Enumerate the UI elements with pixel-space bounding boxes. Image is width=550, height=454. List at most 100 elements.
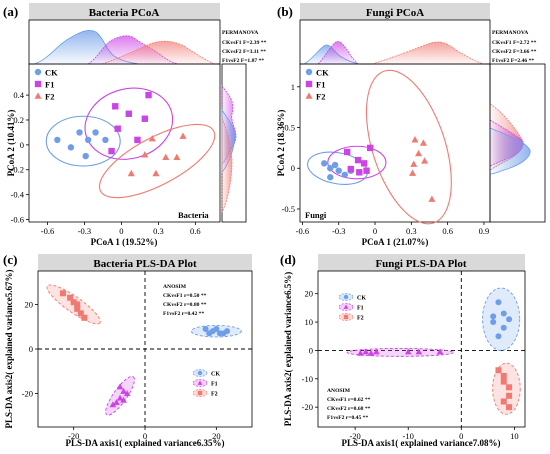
chart-title: Bacteria PCoA [89, 7, 160, 19]
point-f2 [506, 404, 513, 411]
point-ck [206, 330, 213, 337]
point-ck [500, 310, 507, 317]
point-f2 [148, 134, 156, 142]
stats-line: F1vsF2 F=1.87 ** [222, 58, 264, 64]
y-tick-label: -0.4 [11, 190, 25, 200]
legend-label: CK [211, 372, 220, 378]
point-ck [495, 333, 502, 340]
x-axis-title: PLS-DA axis1( explained variance6.35%) [66, 438, 225, 448]
point-f1 [354, 156, 362, 164]
point-f1 [120, 387, 127, 394]
legend-label: CK [316, 68, 329, 78]
stats-line: CKvsF2 F=3.66 ** [492, 49, 537, 55]
stats-box: PERMANOVA CKvsF1 F=2.72 ** CKvsF2 F=3.66… [492, 30, 537, 64]
panel-label: (a) [3, 4, 18, 19]
x-tick-label: 0 [373, 226, 377, 236]
chart-title: Fungi PCoA [366, 7, 424, 19]
ellipse-f1 [346, 347, 454, 357]
point-ck [102, 136, 109, 144]
stats-line: CKvsF1 r=0.62 ** [327, 397, 371, 403]
legend-marker-f2 [34, 92, 42, 99]
point-ck [495, 299, 502, 306]
y-tick-label: -0.6 [11, 215, 24, 225]
x-tick-label: 0.9 [479, 226, 490, 236]
point-f2 [428, 195, 436, 202]
y-tick-label: 20 [305, 289, 314, 299]
point-ck [506, 316, 513, 323]
legend-marker-f1 [34, 80, 42, 88]
stats-box: PERMANOVA CKvsF1 F=2.39 ** CKvsF2 F=3.11… [222, 30, 267, 64]
legend-marker-f2 [197, 390, 203, 396]
legend-label: F1 [45, 80, 54, 90]
panel-b: (b) Fungi PCoA PERMANOVA CKvsF1 F=2.72 *… [276, 3, 546, 247]
point-ck [202, 325, 209, 332]
x-tick-label: -10 [403, 431, 414, 441]
y-tick-label: -10 [302, 374, 313, 384]
stats-line: F1vsF2 F=2.46 ** [492, 58, 534, 64]
x-tick-label: -0.6 [41, 226, 54, 236]
point-f2 [500, 398, 507, 405]
point-f1 [134, 136, 141, 144]
plot-marks [318, 271, 525, 427]
point-ck [213, 325, 220, 332]
point-f1 [125, 110, 133, 117]
x-tick-label: -0.3 [332, 226, 345, 236]
point-f1 [145, 91, 152, 99]
stats-line: CKvsF1 r=0.50 ** [163, 293, 207, 299]
stats-box: ANOSIM CKvsF1 r=0.62 ** CKvsF2 r=0.68 **… [327, 388, 371, 421]
point-ck [82, 152, 89, 160]
point-f1 [373, 348, 380, 355]
point-ck [500, 324, 507, 331]
point-f1 [362, 348, 370, 355]
panel-d: (d) Fungi PLS-DA Plot -20 -10 0 10 -20 -10 0 10… [280, 252, 526, 448]
legend-marker-ck [305, 68, 313, 76]
point-ck [224, 328, 231, 335]
point-ck [84, 136, 92, 144]
legend-label: F1 [211, 382, 218, 388]
legend-label: F1 [357, 306, 364, 312]
point-f2 [495, 367, 502, 374]
chart-title: Bacteria PLS-DA Plot [93, 258, 197, 270]
corner-label: Bacteria [178, 210, 209, 220]
y-tick-label: -20 [22, 389, 33, 399]
x-tick-label: 20 [212, 431, 221, 441]
stats-title: ANOSIM [327, 388, 351, 394]
point-f2 [411, 136, 419, 143]
point-f1 [108, 147, 115, 155]
legend-label: CK [45, 68, 58, 78]
top-density [299, 19, 491, 65]
legend-label: F2 [357, 316, 364, 322]
ellipse-f1 [84, 87, 174, 160]
point-f2 [173, 153, 181, 161]
x-tick-label: 0 [119, 226, 123, 236]
point-f1 [357, 349, 364, 356]
point-f1 [356, 169, 363, 176]
point-f1 [415, 348, 423, 355]
point-f1 [112, 103, 119, 110]
legend-marker-f1 [305, 80, 313, 88]
x-tick-label: -20 [349, 431, 360, 441]
y-tick-label: -20 [302, 402, 313, 412]
point-f1 [109, 401, 117, 408]
y-tick-label: 1 [291, 82, 295, 92]
right-density [489, 63, 546, 223]
y-tick-label: 0 [291, 163, 295, 173]
plot-area [28, 63, 221, 223]
y-axis-title: PLS-DA axis2( explained variance6.5%) [283, 272, 293, 427]
stats-line: CKvsF2 F=3.11 ** [222, 49, 266, 55]
point-f2 [179, 132, 187, 139]
title-bar [38, 254, 252, 271]
point-ck [327, 165, 334, 172]
point-f2 [127, 169, 135, 177]
y-tick-label: -0.5 [282, 204, 295, 214]
point-f1 [360, 160, 368, 167]
stats-title: PERMANOVA [492, 30, 528, 36]
axis-ticks: -20 -10 0 10 -20 -10 0 10 20 [302, 289, 519, 441]
legend: CK F1 F2 [338, 293, 366, 322]
x-tick-label: 10 [510, 431, 519, 441]
y-axis-title: PCoA 2 (18.36%) [276, 110, 286, 177]
panel-label: (b) [277, 4, 293, 19]
y-tick-label: 20 [25, 299, 34, 309]
x-tick-label: 0 [459, 431, 463, 441]
legend-marker-ck [197, 370, 203, 376]
